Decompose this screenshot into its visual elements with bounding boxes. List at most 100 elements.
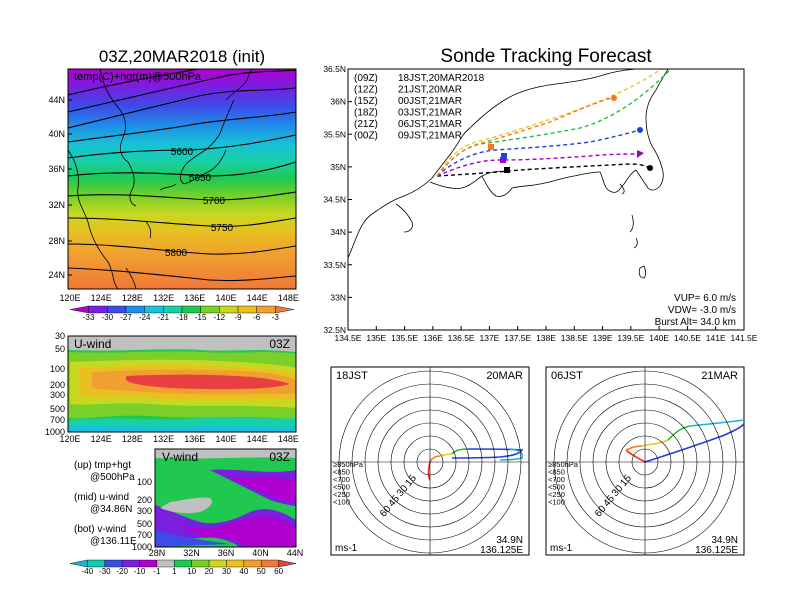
colorbar-label: 20 bbox=[205, 567, 214, 576]
lon-tick-label: 148E bbox=[278, 434, 299, 444]
lat-tick-label: 35N bbox=[330, 162, 346, 172]
note-mid-line1: (mid) u-wind bbox=[74, 492, 129, 503]
temperature-colorbar: -33 -30 -27 -24 -21 -18 -15 -12 -9 -6 -3 bbox=[69, 305, 295, 322]
map-500hpa-lon-ticks: 120E 124E 128E 132E 136E 140E 144E 148E bbox=[59, 293, 298, 303]
lon-tick-label: 137.5E bbox=[504, 333, 531, 343]
endpoint-marker bbox=[637, 127, 643, 133]
legend-label: 21JST,20MAR bbox=[398, 85, 462, 96]
hodograph-level-label: <100 bbox=[548, 498, 565, 507]
endpoint-marker bbox=[504, 167, 510, 173]
note-bot-line2: @136.11E bbox=[90, 536, 137, 547]
lat-tick-label: 40N bbox=[252, 548, 269, 558]
lon-tick-label: 138E bbox=[536, 333, 556, 343]
pressure-tick-label: 100 bbox=[50, 364, 65, 374]
contour-label: 5650 bbox=[189, 173, 212, 184]
lon-tick-label: 135.5E bbox=[391, 333, 418, 343]
lon-tick-label: 124E bbox=[91, 434, 112, 444]
lon-tick-label: 136E bbox=[423, 333, 443, 343]
ascent-speed: VUP= 6.0 m/s bbox=[674, 293, 736, 304]
colorbar-label: 10 bbox=[187, 567, 196, 576]
u-wind-time: 03Z bbox=[269, 337, 290, 351]
colorbar-swatch bbox=[174, 559, 192, 568]
trajectories bbox=[436, 69, 673, 177]
track-lat-ticks: 36.5N 36N 35.5N 35N 34.5N 34N 33.5N 33N 32.5N bbox=[323, 64, 352, 335]
colorbar-label: -20 bbox=[116, 567, 128, 576]
lon-tick-label: 140E bbox=[215, 434, 236, 444]
lon-tick-label: 144E bbox=[247, 434, 268, 444]
u-wind-field bbox=[68, 336, 296, 432]
height-contours bbox=[68, 69, 296, 282]
hodograph-unit: ms-1 bbox=[335, 543, 358, 554]
v-wind-time: 03Z bbox=[269, 450, 290, 464]
hodograph-time: 06JST bbox=[551, 370, 583, 382]
lat-tick-label: 33N bbox=[330, 292, 346, 302]
hodograph-unit: ms-1 bbox=[550, 543, 573, 554]
wind-colorbar: -40 -30 -20 -10 -1 1 10 20 30 40 50 60 bbox=[69, 559, 297, 576]
lon-tick-label: 148E bbox=[278, 293, 299, 303]
legend-code: (09Z) bbox=[354, 73, 378, 84]
hodograph-left-traces bbox=[427, 448, 524, 481]
pressure-tick-label: 200 bbox=[137, 495, 152, 505]
lon-tick-label: 144E bbox=[247, 293, 268, 303]
pressure-tick-label: 100 bbox=[137, 477, 152, 487]
pressure-tick-label: 200 bbox=[50, 380, 65, 390]
lat-tick-label: 36N bbox=[48, 164, 65, 174]
track-legend: (09Z) 18JST,20MAR2018 (12Z) 21JST,20MAR (15Z… bbox=[354, 73, 485, 142]
colorbar-swatch bbox=[163, 305, 183, 314]
legend-code: (18Z) bbox=[354, 108, 378, 119]
legend-label: 00JST,21MAR bbox=[398, 96, 462, 107]
colorbar-label: -18 bbox=[176, 313, 188, 322]
lon-tick-label: 134.5E bbox=[335, 333, 362, 343]
colorbar-swatch bbox=[243, 559, 262, 568]
lon-tick-label: 138.5E bbox=[561, 333, 588, 343]
colorbar-swatch bbox=[278, 559, 297, 568]
lat-tick-label: 35.5N bbox=[323, 129, 346, 139]
colorbar-label: -24 bbox=[139, 313, 151, 322]
hodograph-level-label: <700 bbox=[548, 475, 565, 484]
colorbar-label: 30 bbox=[222, 567, 231, 576]
endpoint-marker bbox=[647, 165, 653, 171]
hodograph-lon: 136.125E bbox=[695, 545, 738, 556]
burst-altitude: Burst Alt= 34.0 km bbox=[655, 317, 736, 328]
colorbar-label: 60 bbox=[274, 567, 283, 576]
colorbar-label: -10 bbox=[134, 567, 146, 576]
colorbar-label: -9 bbox=[234, 313, 242, 322]
lon-tick-label: 128E bbox=[122, 293, 143, 303]
v-wind-field bbox=[155, 449, 296, 547]
colorbar-label: -6 bbox=[253, 313, 261, 322]
pressure-tick-label: 700 bbox=[137, 530, 152, 540]
lon-tick-label: 137E bbox=[479, 333, 499, 343]
legend-code: (21Z) bbox=[354, 119, 378, 130]
hodograph-level-label: <700 bbox=[333, 475, 350, 484]
lon-tick-label: 140E bbox=[215, 293, 236, 303]
pressure-tick-label: 300 bbox=[137, 506, 152, 516]
lat-tick-label: 32N bbox=[48, 200, 65, 210]
descent-speed: VDW= -3.0 m/s bbox=[668, 305, 736, 316]
colorbar-label: -21 bbox=[158, 313, 170, 322]
lat-tick-label: 32N bbox=[183, 548, 200, 558]
lon-tick-label: 139.5E bbox=[617, 333, 644, 343]
v-wind-label: V-wind bbox=[162, 450, 198, 464]
legend-code: (12Z) bbox=[354, 85, 378, 96]
legend-label: 09JST,21MAR bbox=[398, 131, 462, 142]
lat-tick-label: 24N bbox=[48, 270, 65, 280]
lat-tick-label: 36.5N bbox=[323, 64, 346, 74]
colorbar-swatch bbox=[107, 305, 127, 314]
colorbar-label: -1 bbox=[153, 567, 161, 576]
trajectory-09z bbox=[436, 163, 651, 177]
contour-label: 5750 bbox=[211, 223, 234, 234]
lat-tick-label: 44N bbox=[48, 95, 65, 105]
track-background bbox=[348, 69, 744, 330]
colorbar-label: -30 bbox=[102, 313, 114, 322]
contour-labels: 5600 5650 5700 5750 5800 bbox=[165, 147, 234, 259]
trajectory-21z bbox=[436, 69, 663, 177]
hodograph-date: 20MAR bbox=[486, 370, 523, 382]
lon-tick-label: 136.5E bbox=[448, 333, 475, 343]
lon-tick-label: 136E bbox=[184, 434, 205, 444]
colorbar-swatch bbox=[125, 305, 145, 314]
